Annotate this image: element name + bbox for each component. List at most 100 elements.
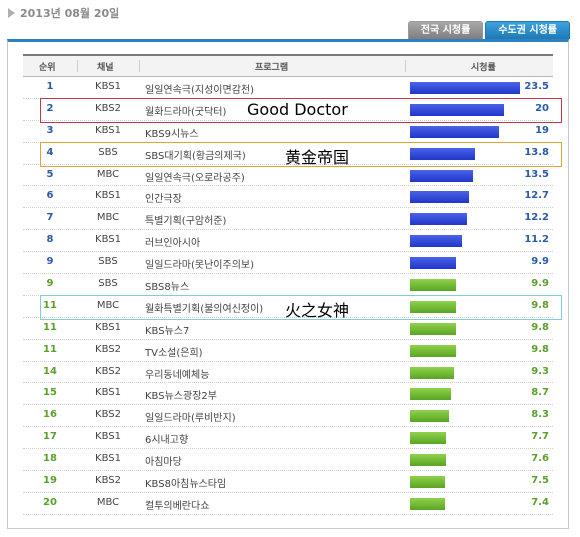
table-row: 3 KBS1 KBS9시뉴스 19 — [23, 121, 553, 143]
program-name[interactable]: 6시내고향 — [145, 435, 189, 447]
rank-value: 9 — [46, 278, 54, 290]
rating-value: 9.8 — [531, 299, 549, 311]
rating-bar — [410, 476, 446, 489]
content-frame — [7, 39, 569, 529]
table-row: 19 KBS2 KBS8아침뉴스타임 7.5 — [23, 471, 553, 493]
header-divider — [77, 60, 78, 72]
rating-value: 20 — [535, 102, 549, 114]
rating-value: 7.5 — [531, 475, 549, 487]
program-name[interactable]: KBS뉴스7 — [145, 325, 190, 337]
tab-national-rating[interactable]: 전국 시청률 — [407, 21, 484, 39]
rating-value: 8.7 — [531, 387, 549, 399]
rating-bar — [410, 388, 451, 401]
rating-bar — [410, 147, 475, 160]
table-header: 순위 채널 프로그램 시청률 — [23, 54, 553, 77]
rank-value: 17 — [43, 431, 57, 443]
table-row: 9 SBS 일일드라마(못난이주의보) 9.9 — [23, 252, 553, 275]
rating-bar — [410, 103, 504, 116]
program-name[interactable]: SBS8뉴스 — [145, 282, 190, 294]
channel-value: SBS — [98, 146, 118, 158]
program-name[interactable]: KBS8아침뉴스타임 — [145, 479, 227, 491]
program-name[interactable]: 인간극장 — [145, 194, 182, 206]
program-name[interactable]: 컬투의베란다쇼 — [145, 500, 210, 512]
rating-bar — [410, 279, 457, 292]
rating-value: 11.2 — [524, 234, 549, 246]
table-row: 17 KBS1 6시내고향 7.7 — [23, 427, 553, 450]
table-row: 7 MBC 특별기획(구암허준) 12.2 — [23, 208, 553, 231]
program-name[interactable]: 일일드라마(루비반지) — [145, 413, 236, 425]
program-name[interactable]: 월화드라마(굿닥터) — [145, 106, 227, 118]
rating-value: 13.8 — [524, 146, 549, 158]
rating-bar — [410, 235, 463, 248]
rank-value: 11 — [43, 321, 57, 333]
tab-bar: 전국 시청률 수도권 시청률 — [406, 21, 570, 39]
table-row: 11 MBC 월화특별기획(불의여신정이) 9.8 — [23, 296, 553, 318]
rank-value: 1 — [46, 81, 54, 92]
channel-value: KBS1 — [95, 387, 121, 399]
program-name[interactable]: KBS9시뉴스 — [145, 128, 199, 140]
rating-value: 19 — [535, 124, 549, 136]
annotation-label: 火之女神 — [285, 301, 350, 320]
channel-value: KBS2 — [95, 365, 121, 377]
rating-bar — [410, 454, 446, 467]
rating-bar — [410, 344, 456, 357]
program-name[interactable]: 특별기획(구암허준) — [145, 216, 227, 228]
rating-value: 8.3 — [531, 409, 549, 421]
rating-bar — [410, 169, 474, 182]
rank-value: 11 — [43, 343, 57, 355]
rating-value: 7.6 — [531, 453, 549, 465]
program-name[interactable]: KBS뉴스광장2부 — [145, 391, 217, 403]
rank-value: 3 — [46, 124, 54, 136]
program-name[interactable]: SBS대기획(황금의제국) — [145, 150, 246, 162]
program-name[interactable]: 월화특별기획(불의여신정이) — [145, 303, 264, 315]
rank-value: 6 — [46, 190, 54, 202]
channel-value: KBS2 — [95, 475, 121, 487]
rank-value: 20 — [43, 496, 57, 508]
rating-value: 7.7 — [531, 431, 549, 443]
program-name[interactable]: 러브인아시아 — [145, 238, 201, 250]
rank-value: 11 — [43, 299, 57, 311]
tab-capital-rating[interactable]: 수도권 시청률 — [485, 21, 570, 39]
rating-value: 9.8 — [531, 343, 549, 355]
program-name[interactable]: 일일연속극(오로라공주) — [145, 172, 245, 184]
channel-value: KBS1 — [95, 321, 121, 333]
header-rating: 시청률 — [471, 63, 496, 73]
rank-value: 4 — [46, 146, 54, 158]
channel-value: MBC — [96, 212, 120, 224]
program-name[interactable]: 우리동네예체능 — [145, 369, 210, 381]
rating-value: 13.5 — [524, 168, 549, 180]
channel-value: MBC — [96, 168, 120, 180]
channel-value: MBC — [96, 496, 120, 508]
program-name[interactable]: 아침마당 — [145, 457, 182, 469]
rank-value: 8 — [46, 234, 54, 246]
rating-bar — [410, 125, 499, 138]
table-row: 20 MBC 컬투의베란다쇼 7.4 — [23, 493, 553, 515]
table-row: 15 KBS1 KBS뉴스광장2부 8.7 — [23, 383, 553, 406]
rank-value: 15 — [43, 387, 57, 399]
rating-value: 9.3 — [531, 365, 549, 377]
program-name[interactable]: 일일연속극(지성이면감천) — [145, 85, 255, 96]
program-name[interactable]: TV소설(은희) — [145, 347, 203, 359]
date-header: 2013년 08월 20일 — [8, 5, 119, 21]
table-row: 11 KBS1 KBS뉴스7 9.8 — [23, 318, 553, 340]
program-name[interactable]: 일일드라마(못난이주의보) — [145, 260, 255, 272]
channel-value: KBS1 — [95, 81, 121, 92]
rank-value: 7 — [46, 212, 54, 224]
table-row: 9 SBS SBS8뉴스 9.9 — [23, 274, 553, 296]
ratings-table: 순위 채널 프로그램 시청률 1 KBS1 일일연속극(지성이면감천) 23.5 2 KB… — [23, 54, 553, 515]
channel-value: KBS1 — [95, 453, 121, 465]
channel-value: MBC — [96, 299, 120, 311]
rating-value: 12.7 — [524, 190, 549, 202]
rank-value: 9 — [46, 256, 54, 268]
rating-value: 9.8 — [531, 321, 549, 333]
channel-value: SBS — [98, 256, 118, 268]
rating-bar — [410, 410, 449, 423]
rating-bar — [410, 82, 520, 94]
channel-value: KBS2 — [95, 409, 121, 421]
rating-value: 12.2 — [524, 212, 549, 224]
table-row: 6 KBS1 인간극장 12.7 — [23, 186, 553, 209]
rank-value: 2 — [46, 102, 54, 114]
table-row: 18 KBS1 아침마당 7.6 — [23, 449, 553, 472]
channel-value: SBS — [98, 278, 118, 290]
table-row: 1 KBS1 일일연속극(지성이면감천) 23.5 — [23, 77, 553, 99]
